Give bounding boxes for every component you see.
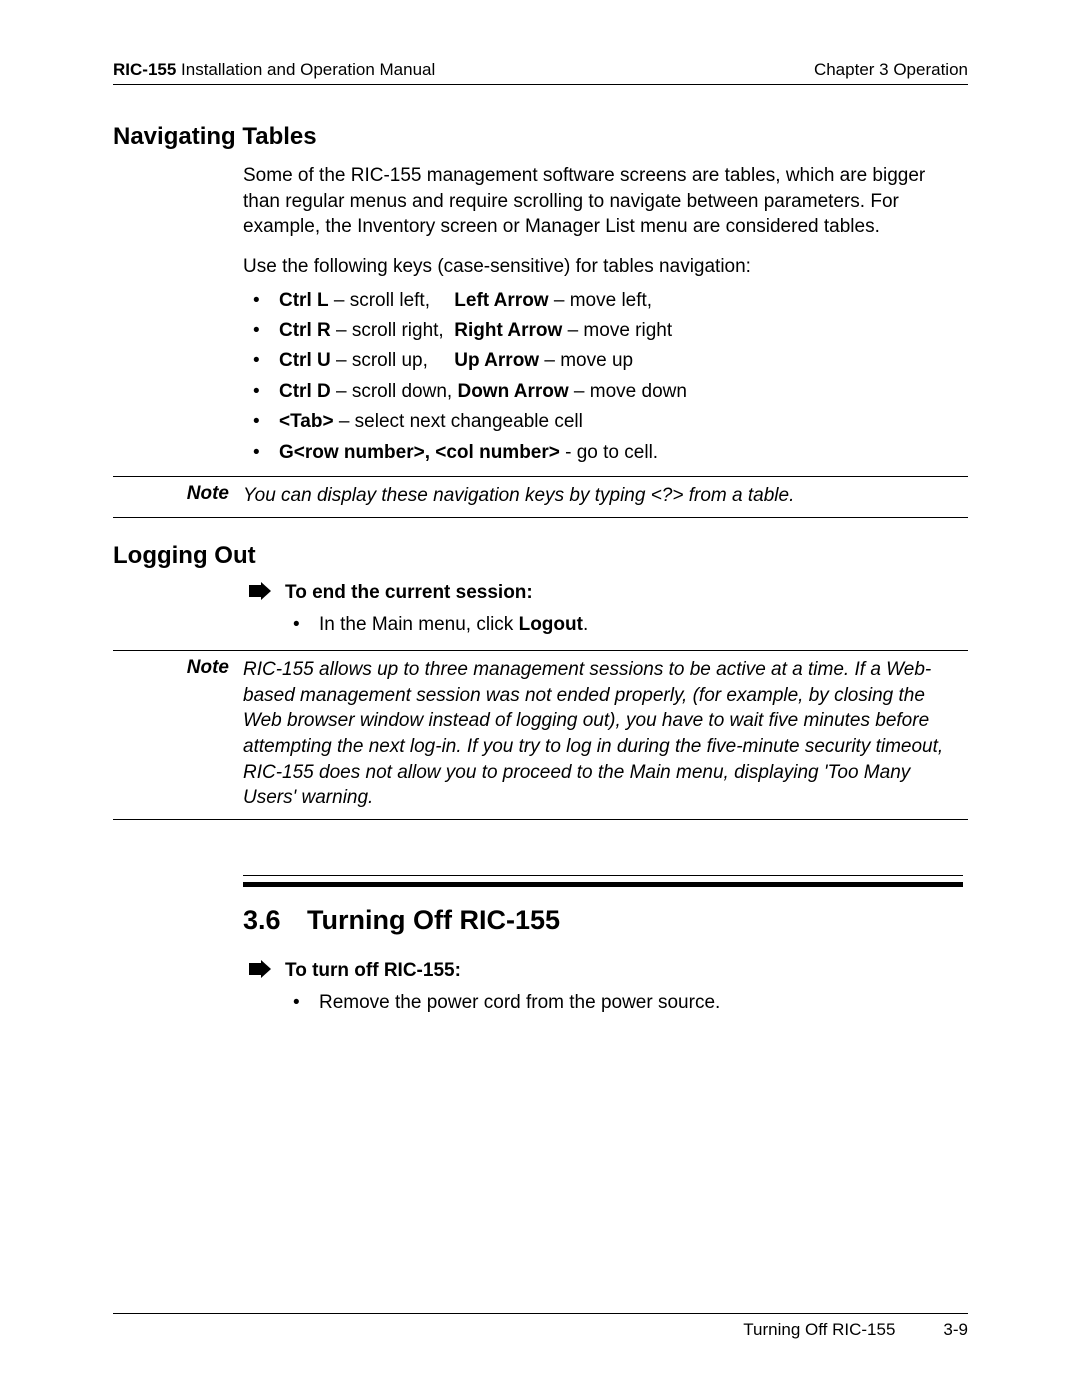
list-item: Ctrl L – scroll left, Left Arrow – move … [243, 286, 963, 316]
note-nav-keys: Note You can display these navigation ke… [113, 476, 968, 518]
note-text: You can display these navigation keys by… [243, 483, 968, 509]
page-footer: Turning Off RIC-155 3-9 [113, 1313, 968, 1340]
nav-key-list: Ctrl L – scroll left, Left Arrow – move … [243, 286, 963, 468]
list-item: Ctrl D – scroll down, Down Arrow – move … [243, 377, 963, 407]
section-rule-heavy: 3.6Turning Off RIC-155 [243, 882, 963, 936]
heading-navigating-tables: Navigating Tables [113, 123, 968, 151]
heading-logging-out: Logging Out [113, 542, 968, 570]
section-rule-thin [243, 875, 963, 882]
list-item: <Tab> – select next changeable cell [243, 407, 963, 437]
header-chapter: Chapter 3 Operation [814, 60, 968, 80]
arrow-icon [247, 960, 285, 978]
list-item: G<row number>, <col number> - go to cell… [243, 438, 963, 468]
header-left: RIC-155 Installation and Operation Manua… [113, 60, 435, 80]
product-name: RIC-155 [113, 60, 176, 79]
list-item: Ctrl R – scroll right, Right Arrow – mov… [243, 316, 963, 346]
procedure-title: To turn off RIC-155: [285, 960, 461, 982]
note-text: RIC-155 allows up to three management se… [243, 657, 968, 811]
footer-page-number: 3-9 [943, 1320, 968, 1340]
procedure-end-session: To end the current session: [247, 582, 968, 604]
list-item: In the Main menu, click Logout. [247, 610, 968, 640]
procedure-title: To end the current session: [285, 582, 533, 604]
page-header: RIC-155 Installation and Operation Manua… [113, 60, 968, 85]
section-title: Turning Off RIC-155 [307, 905, 560, 935]
nav-intro: Some of the RIC-155 management software … [243, 163, 963, 240]
nav-lead: Use the following keys (case-sensitive) … [243, 254, 963, 280]
list-item: Ctrl U – scroll up, Up Arrow – move up [243, 346, 963, 376]
note-label: Note [113, 657, 243, 811]
heading-turning-off: 3.6Turning Off RIC-155 [243, 905, 963, 936]
procedure-steps: Remove the power cord from the power sou… [247, 988, 968, 1018]
list-item: Remove the power cord from the power sou… [247, 988, 968, 1018]
procedure-steps: In the Main menu, click Logout. [247, 610, 968, 640]
manual-title: Installation and Operation Manual [176, 60, 435, 79]
procedure-turn-off: To turn off RIC-155: [247, 960, 968, 982]
section-number: 3.6 [243, 905, 307, 936]
footer-section-title: Turning Off RIC-155 [743, 1320, 895, 1340]
note-label: Note [113, 483, 243, 509]
note-logout: Note RIC-155 allows up to three manageme… [113, 650, 968, 820]
arrow-icon [247, 582, 285, 600]
